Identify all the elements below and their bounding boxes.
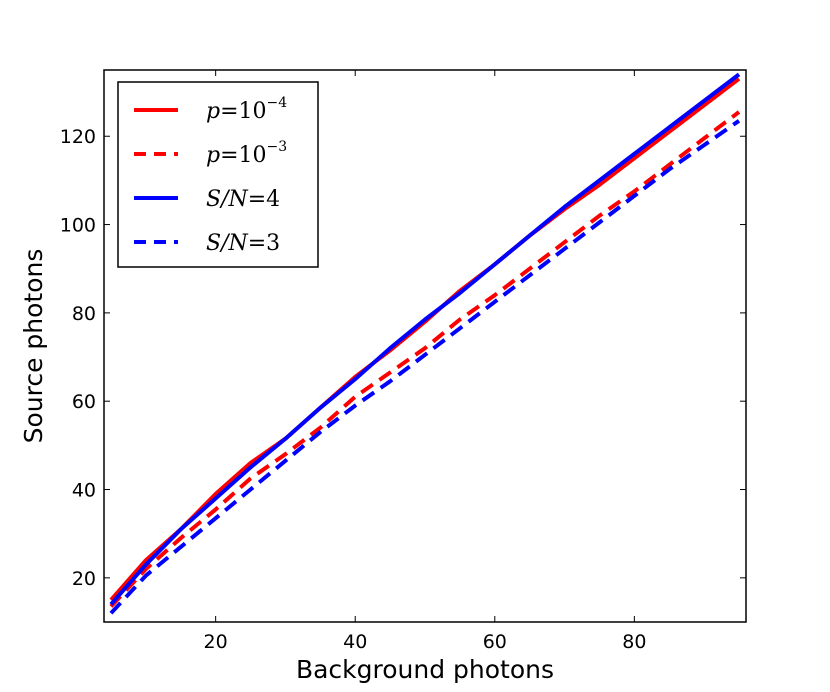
y-tick-label: 120 [60,126,96,148]
legend: p=10−4 p=10−3 S/N=4 S/N=3 [117,81,319,268]
legend-label-4: S/N=3 [206,231,280,256]
x-tick-label: 80 [622,631,646,653]
x-axis-label: Background photons [296,655,554,684]
x-tick-label: 60 [483,631,507,653]
x-tick-label: 40 [343,631,367,653]
y-tick-label: 20 [72,568,96,590]
y-tick-label: 100 [60,215,96,237]
legend-label-1: p=10−4 [206,95,287,124]
series-layer [109,72,741,615]
series-line-4 [109,119,741,615]
y-axis-label: Source photons [19,249,48,444]
plot-frame [103,69,747,623]
legend-label-2: p=10−3 [206,139,287,168]
series-line-2 [109,110,741,608]
legend-label-3: S/N=4 [206,187,280,212]
y-tick-label: 40 [72,480,96,502]
ticks-layer: 20 40 60 80 20 40 60 80 100 120 [60,70,746,653]
series-line-3 [109,72,741,606]
y-tick-label: 80 [72,303,96,325]
x-tick-label: 20 [204,631,228,653]
legend-box [117,81,319,268]
y-tick-label: 60 [72,391,96,413]
